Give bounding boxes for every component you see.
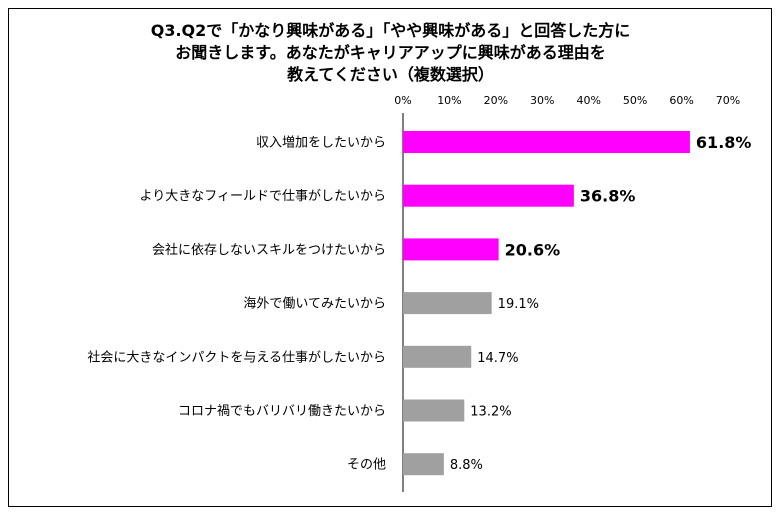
chart-title: Q3.Q2で「かなり興味がある」「やや興味がある」と回答した方に お聞きします。… [0, 20, 781, 86]
bar [403, 131, 690, 153]
bar [403, 399, 465, 422]
x-axis-ticks: 0% 10% 20% 30% 40% 50% 60% 70% [394, 94, 740, 107]
category-label: 会社に依存しないスキルをつけたいから [152, 242, 386, 258]
x-tick-label: 0% [394, 94, 411, 107]
bars [403, 131, 690, 476]
value-labels: 61.8% 36.8% 20.6% 19.1% 14.7% 13.2% 8.8% [450, 133, 752, 473]
category-label: 海外で働いてみたいから [243, 297, 386, 312]
bar [403, 345, 472, 368]
value-label: 36.8% [580, 187, 636, 206]
value-label: 20.6% [505, 240, 561, 259]
bar [403, 184, 574, 207]
x-tick-label: 20% [484, 94, 508, 107]
value-label: 19.1% [498, 297, 539, 312]
value-label: 14.7% [477, 351, 518, 366]
x-tick-label: 50% [623, 94, 647, 107]
x-tick-label: 40% [576, 94, 600, 107]
category-label: 社会に大きなインパクトを与える仕事がしたいから [87, 349, 386, 365]
title-line-2: お聞きします。あなたがキャリアアップに興味がある理由を [175, 43, 606, 62]
title-line-3: 教えてください（複数選択） [287, 65, 494, 84]
category-labels: 収入増加をしたいからより大きなフィールドで仕事がしたいから会社に依存しないスキル… [87, 136, 386, 473]
category-label: 収入増加をしたいから [256, 136, 386, 151]
bar [403, 453, 444, 476]
title-line-1: Q3.Q2で「かなり興味がある」「やや興味がある」と回答した方に [150, 21, 631, 40]
x-tick-label: 10% [437, 94, 461, 107]
value-label: 13.2% [470, 405, 511, 420]
x-tick-label: 30% [530, 94, 554, 107]
chart-frame [8, 8, 772, 507]
bar [403, 292, 492, 315]
category-label: コロナ禍でもバリバリ働きたいから [178, 403, 386, 419]
x-tick-label: 70% [716, 94, 740, 107]
bar [403, 238, 499, 261]
value-label: 61.8% [696, 133, 752, 152]
x-tick-label: 60% [669, 94, 693, 107]
category-label: その他 [347, 458, 386, 473]
category-label: より大きなフィールドで仕事がしたいから [140, 189, 386, 204]
value-label: 8.8% [450, 458, 483, 473]
